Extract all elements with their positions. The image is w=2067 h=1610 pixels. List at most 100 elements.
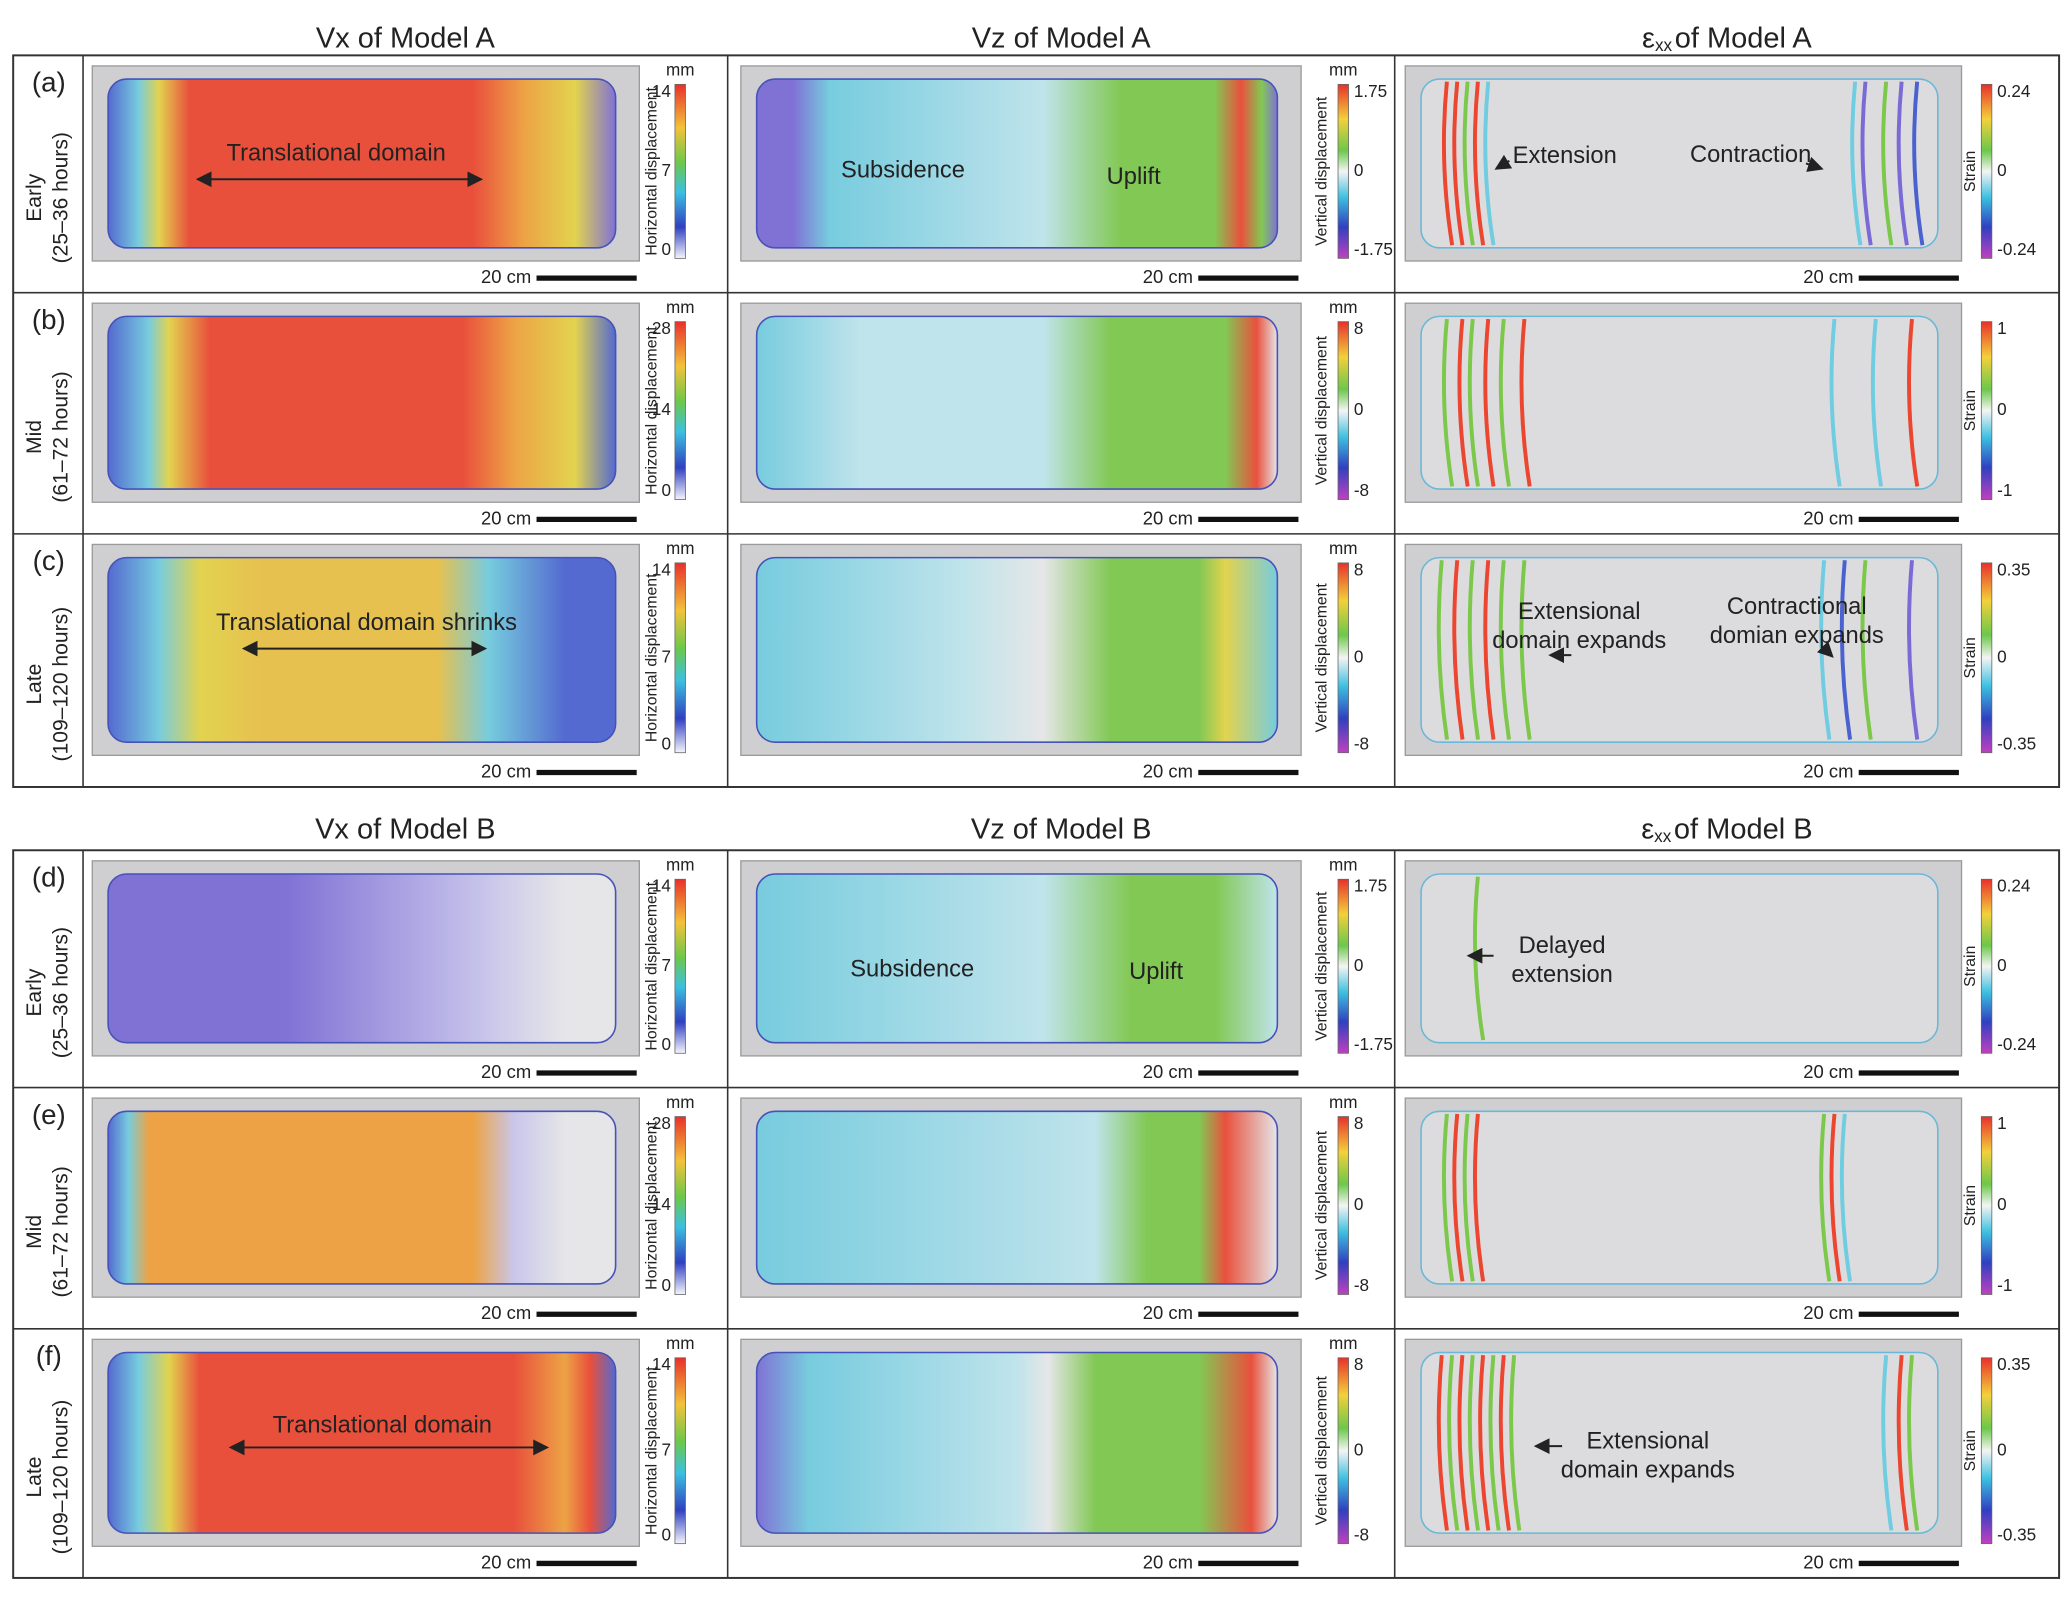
column-header: Vz of Model B [971,813,1152,845]
colorbar-tick-label: -0.35 [1997,1524,2036,1544]
header-subscript: xx [1655,35,1673,55]
annotation: Subsidence [850,956,974,982]
scale-bar-label: 20 cm [1143,760,1193,781]
strain-band [1839,1113,1853,1282]
displacement-field [107,1110,617,1285]
colorbar [674,1357,686,1545]
strain-band [1829,318,1842,487]
row-hours: (109–120 hours) [50,607,73,762]
colorbar [1980,1357,1993,1545]
strain-band [1488,1354,1501,1531]
strain-band [1478,1354,1491,1531]
row-hours: (61–72 hours) [50,371,73,502]
row-hours: (25–36 hours) [50,132,73,263]
displacement-field [755,873,1279,1044]
strain-band [1452,560,1465,740]
strain-band [1483,318,1496,487]
colorbar-tick-label: -0.35 [1997,733,2036,753]
colorbar-axis-label: Vertical displacement [1313,96,1330,246]
scale-bar-label: 20 cm [1143,1551,1193,1572]
panel: 1 0 -1 Strain 20 cm [1404,1097,2012,1323]
colorbar-tick-label: 0 [1997,399,2007,419]
strain-band [1860,81,1873,246]
row-stage: Mid [23,1215,46,1249]
colorbar-unit: mm [1329,855,1358,875]
colorbar-tick-label: 8 [1354,1354,1364,1374]
colorbar-tick-label: 7 [661,646,671,666]
strain-band [1436,1354,1449,1531]
colorbar-tick-label: 0 [1354,399,1364,419]
displacement-field [107,315,617,490]
colorbar-axis-label: Vertical displacement [1313,1375,1330,1525]
strain-band [1819,1113,1832,1282]
row-letter: (b) [32,304,66,335]
colorbar-axis-label: Vertical displacement [1313,335,1330,485]
colorbar-tick-label: 14 [652,559,672,579]
strain-band [1498,1354,1511,1531]
colorbar-unit: mm [666,1092,695,1112]
colorbar-tick-label: 0 [1354,646,1364,666]
annotation: Subsidence [841,158,965,184]
colorbar [674,83,686,259]
strain-band [1907,560,1920,740]
colorbar [1337,321,1349,501]
colorbar-tick-label: 14 [652,876,672,896]
scale-bar-label: 20 cm [1143,266,1193,287]
colorbar-unit: mm [1329,1333,1358,1353]
colorbar-tick-label: 0 [1997,646,2007,666]
colorbar-axis-label: Horizontal displacement [644,573,661,742]
panel: mm8 0 -8 Vertical displacement 20 cm [740,1333,1369,1572]
colorbar-tick-label: 7 [661,1439,671,1459]
colorbar [1337,1116,1349,1295]
strain-band [1457,318,1470,487]
annotation-arrow [1805,156,1824,172]
strain-band [1457,1354,1470,1531]
row-letter: (f) [36,1340,62,1371]
colorbar [1980,321,1993,501]
strain-band [1907,1354,1920,1531]
annotation: Uplift [1129,959,1183,985]
colorbar-unit: mm [666,297,695,317]
header-symbol: ε [1641,813,1654,845]
displacement-field [107,1351,617,1534]
strain-band [1472,81,1486,246]
colorbar-tick-label: 0 [661,1275,671,1295]
strain-band [1452,1113,1465,1282]
displacement-field [107,556,617,743]
colorbar-axis-label: Vertical displacement [1313,1130,1330,1280]
row-hours: (25–36 hours) [50,927,73,1058]
displacement-field [755,78,1279,249]
colorbar-tick-label: 0 [661,239,671,259]
scale-bar-label: 20 cm [481,266,531,287]
strain-field [1420,78,1939,249]
strain-band [1839,560,1853,740]
row-hours: (109–120 hours) [50,1400,73,1555]
strain-band [1850,81,1863,246]
scale-bar-label: 20 cm [481,507,531,528]
colorbar-tick-label: 28 [652,1113,671,1133]
scale-bar-label: 20 cm [1803,507,1853,528]
header-text: Vz of Model A [972,22,1152,54]
strain-field [1420,556,1939,743]
annotation: Translational domain [227,140,446,166]
strain-band [1907,318,1920,487]
colorbar-unit: mm [1329,60,1358,80]
colorbar-tick-label: 7 [661,955,671,975]
panel: 0.24 0 -0.24 Strain 20 cm Delayed extension [1404,860,2037,1082]
strain-field [1420,1351,1939,1534]
colorbar-tick-label: 28 [652,318,671,338]
strain-band [1447,1354,1460,1531]
displacement-field [755,1110,1279,1285]
colorbar [1337,562,1349,754]
strain-band [1509,1354,1522,1531]
strain-band [1441,1113,1455,1282]
scale-bar-label: 20 cm [481,1061,531,1082]
strain-band [1452,81,1465,246]
row-hours: (61–72 hours) [50,1166,73,1297]
colorbar-tick-label: 0.24 [1997,876,2031,896]
colorbar [1980,562,1993,754]
panel: mm8 0 -8 Vertical displacement 20 cm [740,297,1369,528]
colorbar-tick-label: 0.35 [1997,1354,2030,1374]
model-frame [12,54,2061,788]
